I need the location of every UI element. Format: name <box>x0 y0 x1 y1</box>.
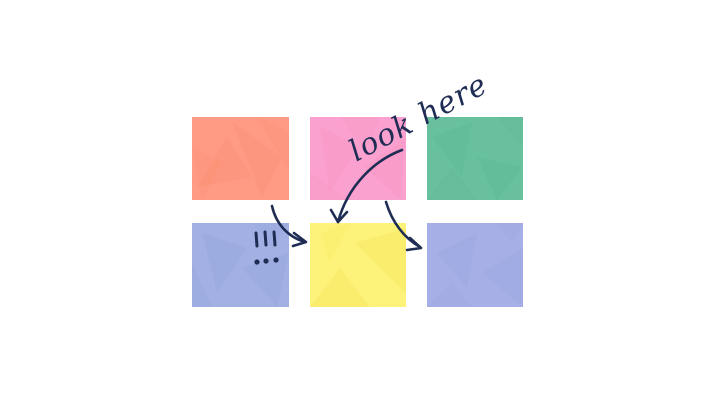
swatch-pink-texture <box>310 117 406 200</box>
swatch-purple <box>427 223 523 307</box>
swatch-yellow <box>310 223 406 307</box>
swatch-green <box>427 117 523 200</box>
swatch-blue <box>192 223 289 307</box>
swatch-green-texture <box>427 117 523 200</box>
swatch-yellow-texture <box>310 223 406 307</box>
swatch-coral-texture <box>192 117 289 200</box>
swatch-coral <box>192 117 289 200</box>
swatch-purple-texture <box>427 223 523 307</box>
arrow-coral-to-yellow-head <box>291 231 308 248</box>
swatch-blue-texture <box>192 223 289 307</box>
swatch-pink <box>310 117 406 200</box>
arrow-green-to-purple-head <box>405 236 423 252</box>
arrow-to-yellow-head <box>329 208 349 224</box>
